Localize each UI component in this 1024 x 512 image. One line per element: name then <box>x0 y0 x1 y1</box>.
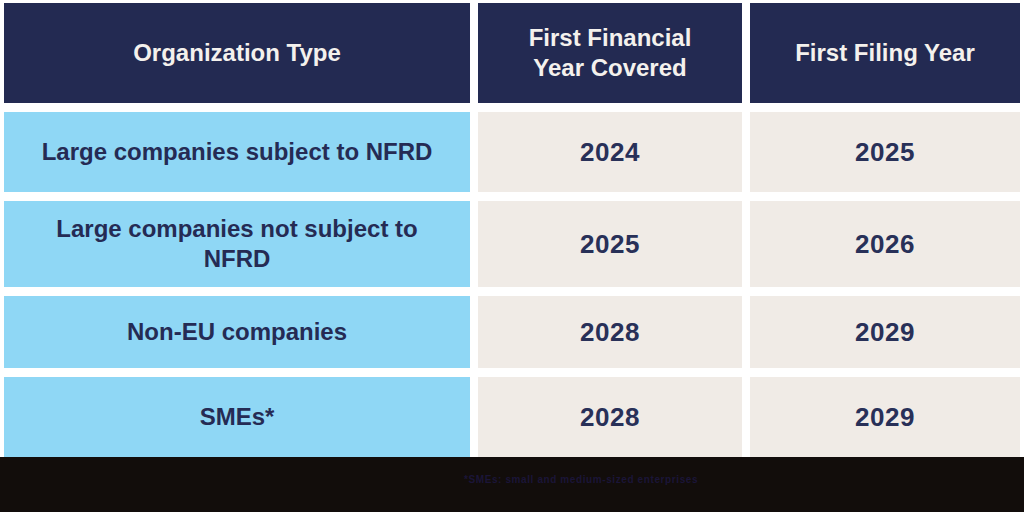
table-row-1-first-financial-year: 2024 <box>478 112 742 192</box>
year-value: 2024 <box>580 137 640 168</box>
table-row-2-organization: Large companies not subject to NFRD <box>4 201 470 287</box>
table-row-4-first-financial-year: 2028 <box>478 377 742 457</box>
table-row-4-organization: SMEs* <box>4 377 470 457</box>
column-header-first-financial-year: First Financial Year Covered <box>478 3 742 103</box>
year-value: 2025 <box>580 229 640 260</box>
table-row-1-first-filing-year: 2025 <box>750 112 1020 192</box>
table-row-2-first-filing-year: 2026 <box>750 201 1020 287</box>
organization-label: SMEs* <box>200 402 275 432</box>
table-row-4-first-filing-year: 2029 <box>750 377 1020 457</box>
year-value: 2028 <box>580 402 640 433</box>
table-row-2-first-financial-year: 2025 <box>478 201 742 287</box>
column-header-label: Organization Type <box>133 38 341 68</box>
column-header-organization-type: Organization Type <box>4 3 470 103</box>
column-header-label: First Filing Year <box>795 38 975 68</box>
table-row-3-first-financial-year: 2028 <box>478 296 742 368</box>
year-value: 2026 <box>855 229 915 260</box>
footer-bar: *SMEs: small and medium-sized enterprise… <box>0 457 1024 512</box>
organization-label: Non-EU companies <box>127 317 347 347</box>
column-header-label: First Financial Year Covered <box>506 23 714 83</box>
year-value: 2029 <box>855 402 915 433</box>
column-header-first-filing-year: First Filing Year <box>750 3 1020 103</box>
organization-label: Large companies subject to NFRD <box>42 137 433 167</box>
reporting-timeline-table: Organization Type First Financial Year C… <box>4 3 1020 457</box>
year-value: 2025 <box>855 137 915 168</box>
table-row-3-organization: Non-EU companies <box>4 296 470 368</box>
organization-label: Large companies not subject to NFRD <box>34 214 440 274</box>
year-value: 2029 <box>855 317 915 348</box>
table-row-3-first-filing-year: 2029 <box>750 296 1020 368</box>
smes-footnote: *SMEs: small and medium-sized enterprise… <box>464 474 698 485</box>
year-value: 2028 <box>580 317 640 348</box>
table-row-1-organization: Large companies subject to NFRD <box>4 112 470 192</box>
